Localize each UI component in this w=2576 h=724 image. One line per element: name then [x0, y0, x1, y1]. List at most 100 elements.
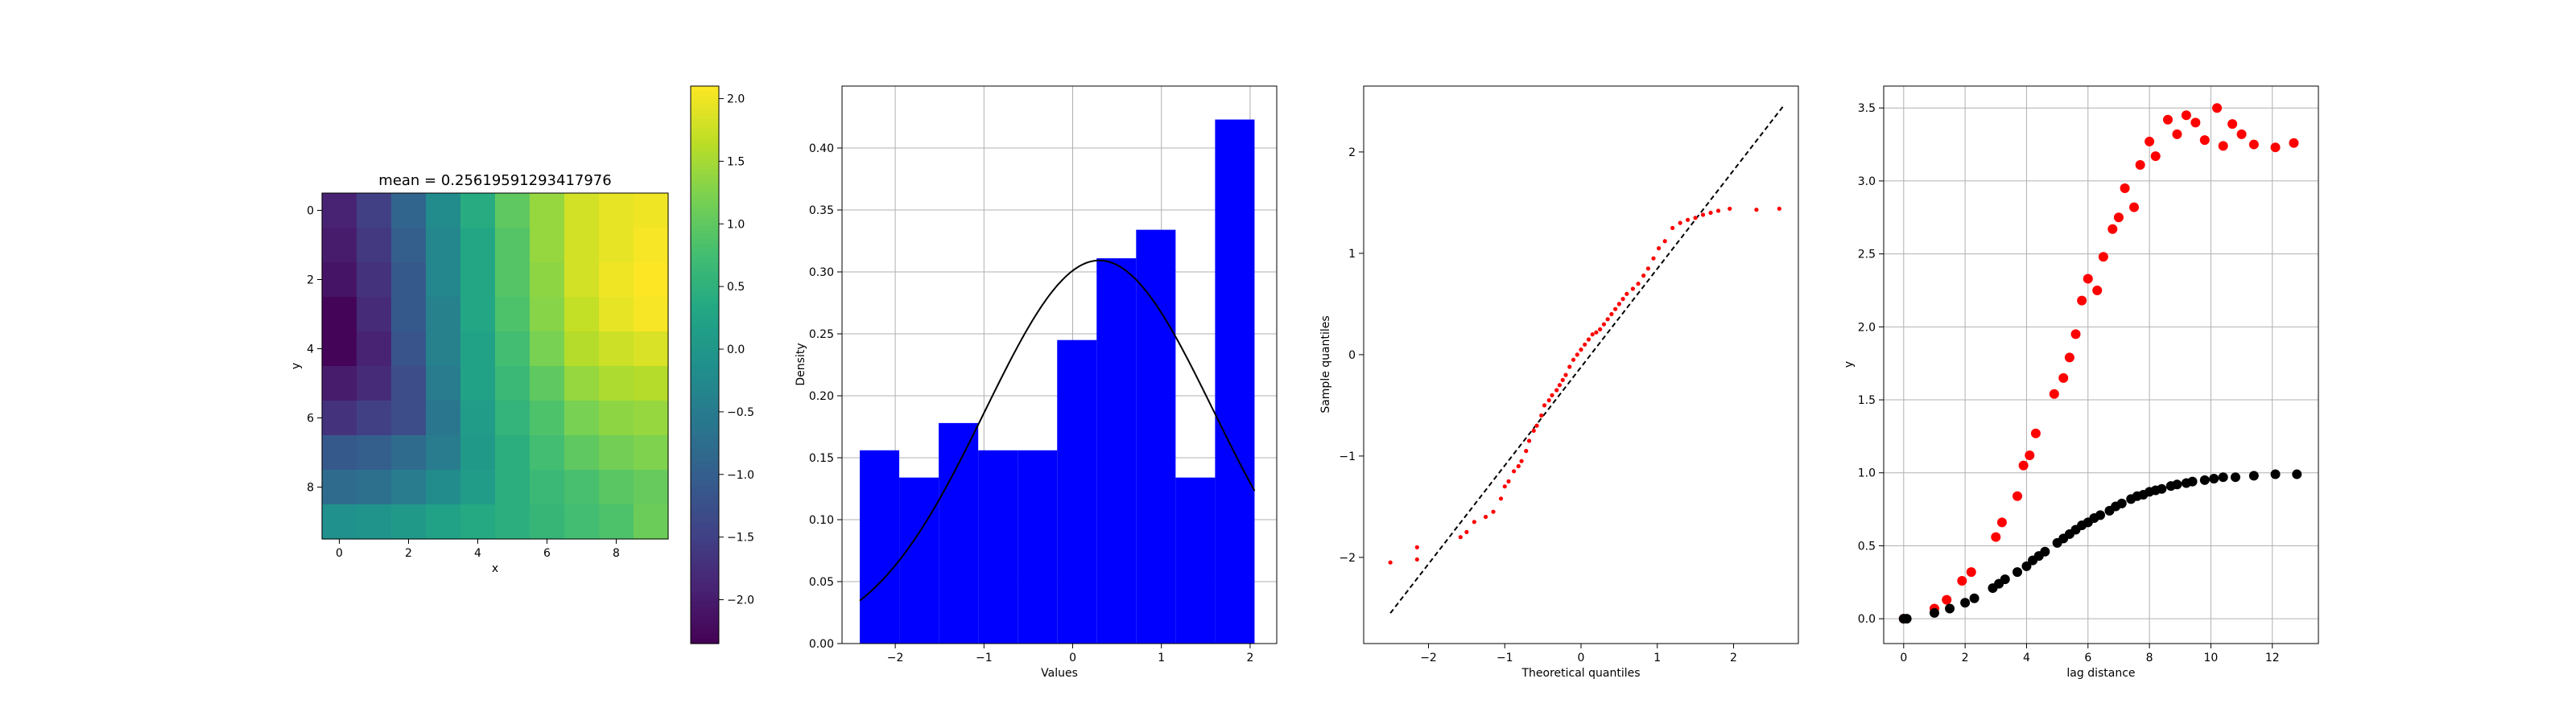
- histogram-y-tick-label: 0.20: [809, 390, 834, 403]
- histogram-y-label: Density: [795, 343, 807, 385]
- experimental-point: [2025, 450, 2035, 460]
- qq-panel: −2 −1 0 1 2 2 1 0 −1 −2 Theoretical quantiles Sam…: [1319, 85, 1799, 680]
- colorbar-segment: [691, 425, 719, 430]
- heatmap-x-tick-label: 8: [613, 547, 620, 560]
- qq-point: [1693, 216, 1698, 220]
- heatmap-y-tick-label: 4: [307, 343, 314, 356]
- colorbar-segment: [691, 639, 719, 644]
- colorbar-tick-label: 1.0: [727, 218, 745, 231]
- colorbar-segment: [691, 220, 719, 226]
- model-point: [2000, 574, 2010, 585]
- heatmap-cell: [495, 331, 530, 367]
- qq-point: [1579, 348, 1583, 352]
- histogram-bar: [1136, 229, 1176, 644]
- colorbar-segment: [691, 169, 719, 175]
- colorbar-segment: [691, 369, 719, 375]
- heatmap-cell: [564, 435, 600, 471]
- variogram-x-tick-label: 6: [2084, 652, 2091, 664]
- experimental-point: [2129, 202, 2140, 212]
- qq-point: [1620, 297, 1625, 302]
- heatmap-y-tick-label: 8: [307, 482, 314, 495]
- variogram-y-tick-label: 2.5: [1858, 249, 1876, 261]
- colorbar-segment: [691, 146, 719, 152]
- colorbar-frame: [690, 85, 720, 644]
- qq-point: [1512, 469, 1517, 474]
- qq-point: [1483, 514, 1488, 520]
- qq-point: [1567, 364, 1572, 369]
- heatmap-cell: [322, 331, 357, 367]
- variogram-x-label: lag distance: [2066, 667, 2135, 680]
- colorbar-segment: [691, 360, 719, 366]
- qq-point: [1670, 225, 1675, 230]
- variogram-x-tick-label: 0: [1900, 652, 1907, 664]
- colorbar-segment: [691, 174, 719, 180]
- colorbar-segment: [691, 401, 719, 408]
- qq-y-tick-label: 1: [1348, 248, 1356, 261]
- colorbar-segment: [691, 155, 719, 161]
- heatmap-cell: [322, 297, 357, 332]
- colorbar-segment: [691, 537, 719, 542]
- colorbar-segment: [691, 476, 719, 482]
- colorbar-segment: [691, 346, 719, 352]
- colorbar-segment: [691, 471, 719, 477]
- heatmap-cell: [495, 366, 530, 401]
- colorbar-segment: [691, 281, 719, 286]
- heatmap-cell: [530, 435, 565, 471]
- colorbar-segment: [691, 100, 719, 105]
- heatmap-cell: [634, 366, 669, 401]
- qq-x-tick-label: 2: [1730, 652, 1737, 664]
- colorbar-segment: [691, 179, 719, 184]
- experimental-point: [2018, 460, 2029, 471]
- heatmap-cell: [357, 193, 392, 228]
- heatmap-cell: [634, 331, 669, 367]
- qq-point: [1754, 208, 1759, 212]
- heatmap-cell: [460, 401, 496, 436]
- colorbar-segment: [691, 202, 719, 208]
- qq-point: [1641, 274, 1646, 278]
- histogram-x-tick-label: 1: [1158, 652, 1165, 664]
- colorbar-segment: [691, 378, 719, 385]
- heatmap-cell: [460, 228, 496, 263]
- colorbar-segment: [691, 132, 719, 138]
- colorbar-segment: [691, 624, 719, 631]
- colorbar-tick-label: −2.0: [727, 594, 754, 607]
- colorbar-segment: [691, 513, 719, 519]
- experimental-point: [2083, 274, 2093, 284]
- qq-point: [1636, 282, 1641, 286]
- qq-point: [1388, 560, 1393, 565]
- histogram-x-label: Values: [1041, 667, 1078, 680]
- heatmap-cell: [564, 366, 600, 401]
- heatmap-cell: [634, 228, 669, 263]
- qq-point: [1546, 398, 1551, 403]
- qq-point: [1539, 413, 1544, 418]
- heatmap-y-tick-label: 2: [307, 274, 314, 287]
- colorbar-segment: [691, 327, 719, 333]
- experimental-point: [2270, 142, 2281, 153]
- variogram-x-tick-label: 8: [2146, 652, 2153, 664]
- qq-y-label: Sample quantiles: [1319, 315, 1332, 413]
- experimental-point: [2049, 389, 2059, 399]
- colorbar-segment: [691, 216, 719, 222]
- colorbar-segment: [691, 234, 719, 241]
- colorbar-segment: [691, 262, 719, 268]
- model-point: [2013, 567, 2023, 578]
- histogram-y-tick-label: 0.15: [809, 452, 834, 465]
- colorbar-tick-label: 1.5: [727, 155, 745, 168]
- heatmap-cell: [460, 331, 496, 367]
- colorbar-segment: [691, 485, 719, 492]
- heatmap-cell: [564, 228, 600, 263]
- colorbar-segment: [691, 499, 719, 505]
- colorbar-segment: [691, 309, 719, 315]
- heatmap-cell: [599, 228, 634, 263]
- qq-point: [1645, 266, 1650, 271]
- qq-point: [1550, 393, 1554, 397]
- colorbar-segment: [691, 267, 719, 273]
- histogram-bar: [939, 422, 979, 644]
- colorbar-segment: [691, 518, 719, 524]
- variogram-y-tick-label: 2.0: [1858, 321, 1876, 334]
- colorbar-segment: [691, 522, 719, 529]
- histogram-bar: [1215, 119, 1255, 644]
- qq-point: [1715, 208, 1721, 213]
- variogram-x-tick-label: 10: [2204, 652, 2219, 664]
